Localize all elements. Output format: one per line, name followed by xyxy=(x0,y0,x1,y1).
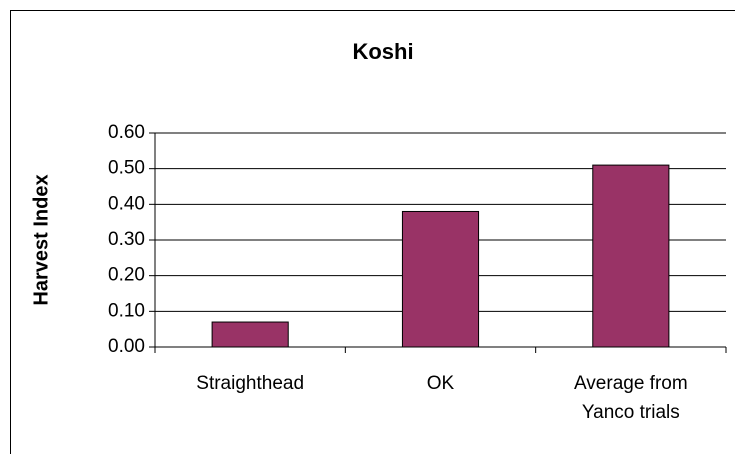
y-tick-label: 0.60 xyxy=(108,122,145,143)
y-tick-label: 0.10 xyxy=(108,300,145,321)
y-tick-label: 0.30 xyxy=(108,229,145,250)
bar xyxy=(592,164,670,348)
y-tick-label: 0.40 xyxy=(108,193,145,214)
x-tick-label: Average from Yanco trials xyxy=(573,373,688,423)
bar xyxy=(401,210,480,348)
chart-title: Koshi xyxy=(352,39,413,64)
x-tick-label: Straighthead xyxy=(196,373,305,394)
chart-border xyxy=(10,10,735,454)
y-tick-label: 0.50 xyxy=(108,158,145,179)
bar xyxy=(211,321,289,348)
x-tick-label: OK xyxy=(426,373,455,394)
y-tick-label: 0.00 xyxy=(108,336,145,357)
y-axis-label: Harvest Index xyxy=(30,174,52,305)
y-tick-label: 0.20 xyxy=(108,265,145,286)
